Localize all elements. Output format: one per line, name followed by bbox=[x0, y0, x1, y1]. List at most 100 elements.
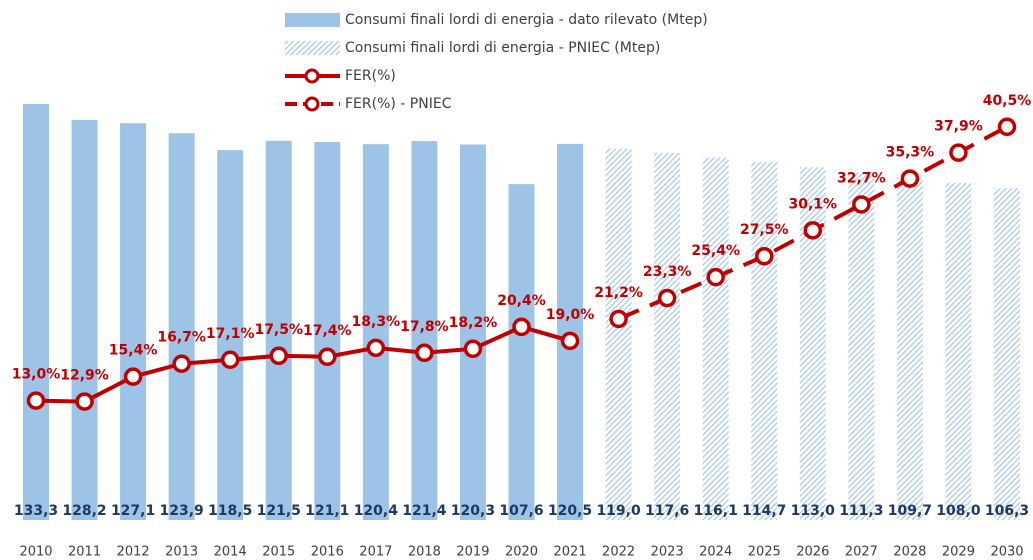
bar bbox=[702, 157, 729, 520]
bar bbox=[314, 141, 341, 520]
legend-label: Consumi finali lordi di energia - PNIEC … bbox=[345, 40, 660, 56]
bar-label: 123,9 bbox=[160, 503, 204, 519]
bar-label: 118,5 bbox=[208, 503, 252, 519]
line-marker bbox=[415, 343, 434, 363]
bar bbox=[23, 103, 49, 520]
x-tick-label: 2014 bbox=[214, 545, 247, 560]
line-marker bbox=[949, 143, 968, 162]
line-label: 25,4% bbox=[691, 243, 740, 259]
bar-label: 120,5 bbox=[548, 503, 592, 519]
x-tick-label: 2011 bbox=[68, 545, 101, 560]
bar-label: 128,2 bbox=[62, 503, 106, 519]
bar bbox=[799, 167, 826, 520]
x-tick-label: 2020 bbox=[505, 545, 538, 560]
line-marker bbox=[997, 117, 1017, 137]
x-tick-label: 2028 bbox=[893, 545, 926, 560]
bar-label: 117,6 bbox=[645, 503, 689, 519]
line-label: 17,5% bbox=[254, 322, 303, 338]
legend-label: FER(%) - PNIEC bbox=[345, 96, 452, 112]
line-marker bbox=[463, 339, 483, 359]
x-tick-label: 2023 bbox=[651, 545, 684, 560]
line-marker bbox=[26, 391, 46, 410]
legend-swatch bbox=[304, 68, 320, 84]
line-label: 12,9% bbox=[60, 368, 109, 384]
bar bbox=[168, 133, 195, 520]
bar-label: 119,0 bbox=[596, 503, 641, 519]
line-label: 16,7% bbox=[157, 330, 206, 346]
line-marker bbox=[900, 169, 920, 188]
line-marker bbox=[172, 354, 191, 373]
bar-label: 116,1 bbox=[694, 503, 738, 519]
bar-label: 114,7 bbox=[742, 503, 786, 519]
line-label: 13,0% bbox=[12, 367, 61, 383]
bar-label: 121,5 bbox=[257, 503, 301, 519]
line-label: 18,2% bbox=[449, 315, 498, 331]
line-label: 30,1% bbox=[789, 196, 838, 212]
line-label: 20,4% bbox=[497, 293, 546, 309]
bar bbox=[217, 150, 244, 520]
line-label: 19,0% bbox=[546, 307, 595, 323]
bar-label: 109,7 bbox=[888, 503, 932, 519]
line-label: 27,5% bbox=[740, 222, 789, 238]
bar bbox=[411, 141, 438, 520]
line-marker bbox=[512, 317, 531, 337]
line-label: 17,4% bbox=[303, 323, 352, 339]
line-marker bbox=[852, 195, 871, 214]
line-marker bbox=[123, 367, 143, 386]
x-tick-label: 2022 bbox=[602, 545, 635, 560]
bar-label: 120,3 bbox=[451, 503, 495, 519]
bar-label: 133,3 bbox=[14, 503, 58, 519]
bar bbox=[654, 152, 681, 521]
line-label: 17,1% bbox=[206, 326, 255, 342]
line-marker bbox=[318, 347, 337, 367]
bar-label: 127,1 bbox=[111, 503, 155, 519]
line-marker bbox=[657, 288, 677, 308]
line-marker bbox=[220, 350, 240, 370]
x-tick-label: 2018 bbox=[408, 545, 441, 560]
line-label: 18,3% bbox=[352, 314, 401, 330]
bar bbox=[120, 123, 147, 521]
legend-label: Consumi finali lordi di energia - dato r… bbox=[345, 12, 708, 28]
bar bbox=[896, 177, 923, 520]
line-marker bbox=[803, 221, 823, 240]
bar bbox=[848, 172, 875, 520]
line-label: 21,2% bbox=[594, 285, 643, 301]
line-marker bbox=[75, 392, 94, 411]
line-label: 40,5% bbox=[983, 93, 1032, 109]
bar bbox=[459, 144, 486, 521]
legend-swatch bbox=[285, 13, 340, 27]
legend-swatch bbox=[304, 96, 320, 112]
x-tick-label: 2015 bbox=[262, 545, 295, 560]
line-marker bbox=[609, 309, 628, 329]
line-label: 17,8% bbox=[400, 319, 449, 335]
legend-swatch bbox=[285, 41, 340, 55]
legend-label: FER(%) bbox=[345, 68, 396, 84]
bar-label: 121,4 bbox=[402, 503, 447, 519]
bar-label: 107,6 bbox=[499, 503, 543, 519]
line-label: 23,3% bbox=[643, 264, 692, 280]
bar bbox=[71, 119, 98, 520]
bar-label: 106,3 bbox=[985, 503, 1029, 519]
x-tick-label: 2013 bbox=[165, 545, 198, 560]
bar bbox=[265, 140, 292, 520]
x-tick-label: 2029 bbox=[942, 545, 975, 560]
line-marker bbox=[269, 346, 288, 366]
x-tick-label: 2016 bbox=[311, 545, 344, 560]
bar-label: 121,1 bbox=[305, 503, 349, 519]
bar-label: 120,4 bbox=[354, 503, 399, 519]
line-label: 32,7% bbox=[837, 170, 886, 186]
x-tick-label: 2026 bbox=[796, 545, 829, 560]
x-tick-label: 2025 bbox=[748, 545, 781, 560]
x-tick-label: 2010 bbox=[19, 545, 52, 560]
x-tick-label: 2024 bbox=[699, 545, 732, 560]
line-label: 15,4% bbox=[109, 343, 158, 359]
x-tick-label: 2021 bbox=[554, 545, 587, 560]
x-tick-label: 2027 bbox=[845, 545, 878, 560]
line-marker bbox=[755, 246, 774, 266]
x-tick-label: 2017 bbox=[359, 545, 392, 560]
line-label: 35,3% bbox=[886, 145, 935, 161]
line-label: 37,9% bbox=[934, 119, 983, 135]
line-marker bbox=[706, 267, 725, 287]
bar bbox=[945, 182, 972, 520]
